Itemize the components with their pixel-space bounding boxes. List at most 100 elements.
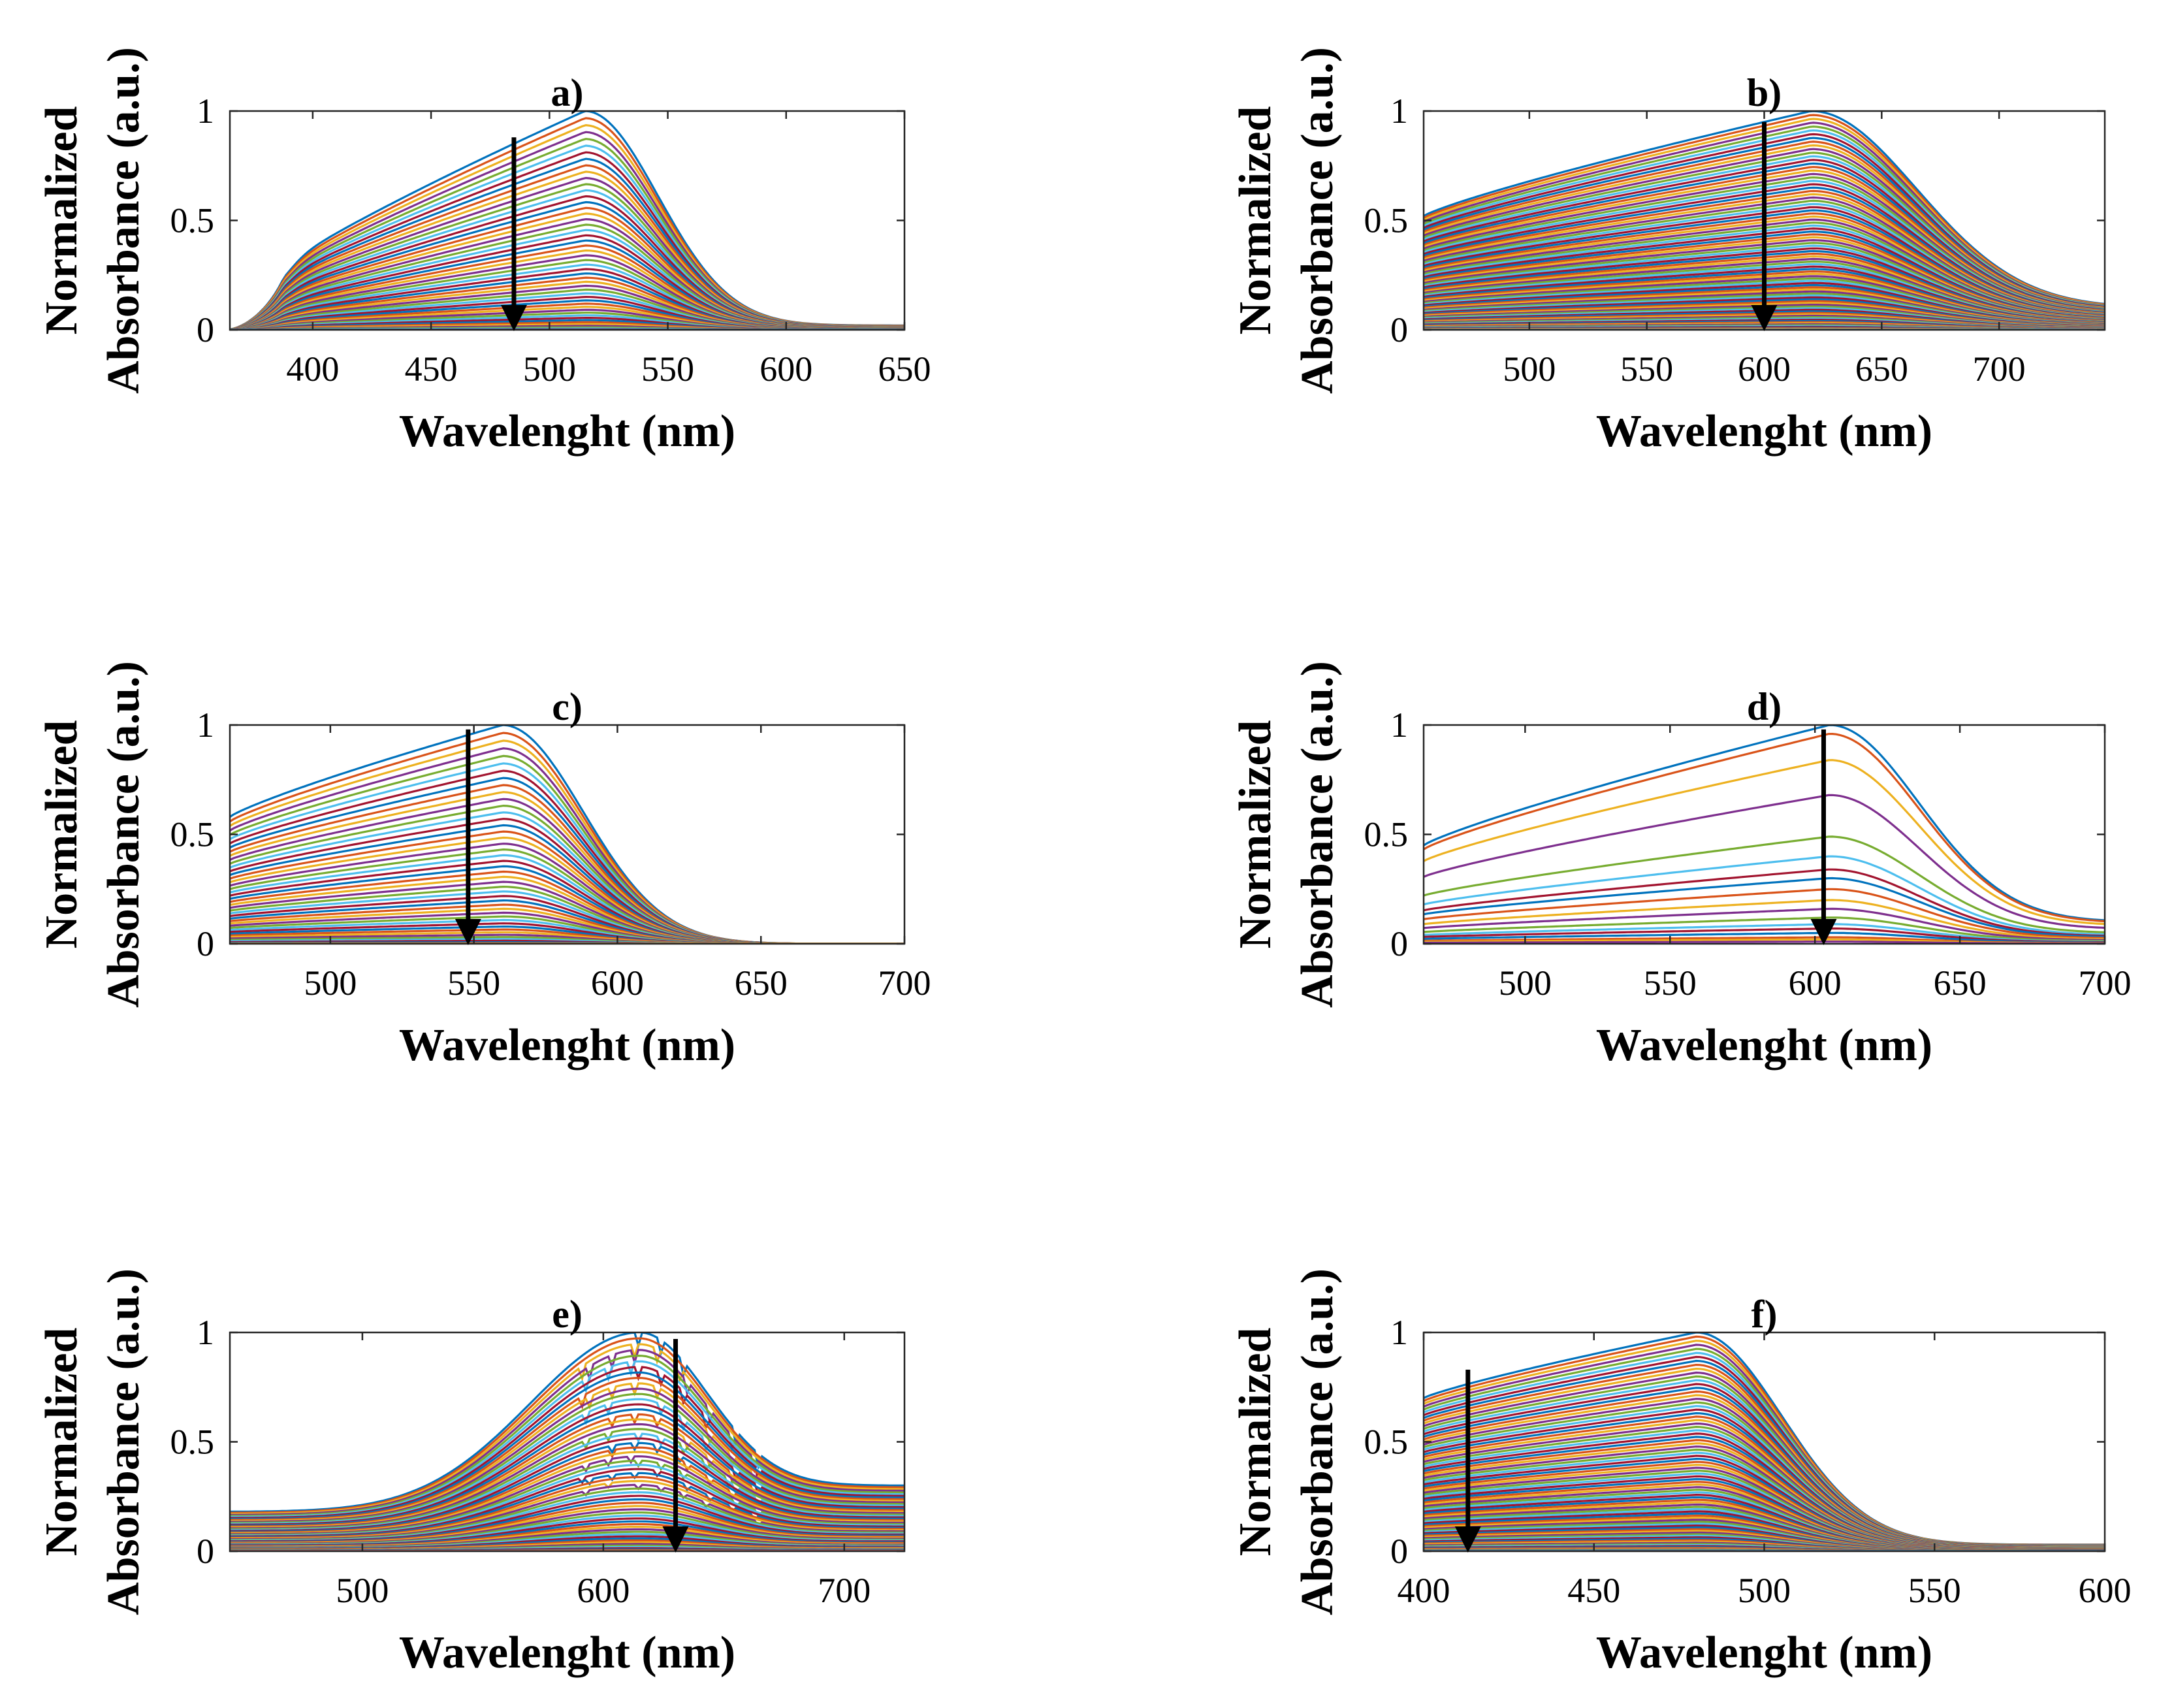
spectrum-line bbox=[230, 1382, 904, 1523]
y-axis-label-line2: Absorbance (a.u.) bbox=[99, 661, 149, 1008]
x-tick-label: 600 bbox=[577, 1571, 630, 1610]
x-axis-label: Wavelenght (nm) bbox=[1596, 1628, 1932, 1678]
spectrum-line bbox=[1424, 916, 2105, 943]
y-tick-label: 0 bbox=[1390, 1532, 1408, 1571]
x-axis-label: Wavelenght (nm) bbox=[1596, 406, 1932, 457]
y-axis-label-line1: Normalized bbox=[37, 106, 87, 334]
panel-title: f) bbox=[1751, 1293, 1778, 1336]
x-tick-label: 600 bbox=[760, 349, 812, 389]
y-tick-label: 0.5 bbox=[170, 201, 215, 240]
y-axis-label-line2: Absorbance (a.u.) bbox=[99, 1268, 149, 1615]
x-tick-label: 400 bbox=[1398, 1571, 1450, 1610]
spectrum-line bbox=[1424, 931, 2105, 944]
y-tick-label: 1 bbox=[1390, 1313, 1408, 1352]
y-axis-label-line1: Normalized bbox=[1230, 106, 1281, 334]
y-axis-label-line2: Absorbance (a.u.) bbox=[1292, 661, 1343, 1008]
spectrum-line bbox=[1424, 835, 2105, 933]
panel-c: 500 550 600 650 700 0 0.5 1 c) Wavelenght (nm) Nor… bbox=[37, 661, 931, 1071]
x-tick-label: 550 bbox=[1644, 963, 1697, 1003]
y-tick-label: 0.5 bbox=[1364, 201, 1409, 240]
x-tick-label: 600 bbox=[591, 963, 644, 1003]
spectrum-line bbox=[230, 1337, 904, 1514]
x-tick-label: 500 bbox=[336, 1571, 389, 1610]
x-tick-label: 550 bbox=[641, 349, 694, 389]
x-tick-label: 550 bbox=[1620, 349, 1673, 389]
spectrum-line bbox=[230, 1354, 904, 1517]
spectrum-line bbox=[1424, 759, 2105, 926]
spectrum-line bbox=[230, 922, 904, 944]
spectrum-line bbox=[1424, 923, 2105, 943]
x-tick-label: 700 bbox=[878, 963, 931, 1003]
x-axis-label: Wavelenght (nm) bbox=[399, 406, 735, 457]
y-tick-label: 0.5 bbox=[1364, 815, 1409, 854]
x-tick-label: 500 bbox=[304, 963, 357, 1003]
panel-a: 400 450 500 550 600 650 0 0.5 1 a) Wavelenght (nm)… bbox=[37, 47, 931, 457]
spectrum-line bbox=[230, 1360, 904, 1519]
x-tick-label: 600 bbox=[2079, 1571, 2132, 1610]
panel-title: c) bbox=[552, 685, 583, 728]
panel-f: 400 450 500 550 600 0 0.5 1 f) Wavelenght (nm) Nor… bbox=[1230, 1268, 2132, 1678]
y-tick-label: 0.5 bbox=[170, 1423, 215, 1462]
spectrum-line bbox=[230, 936, 904, 944]
x-axis-label: Wavelenght (nm) bbox=[399, 1020, 735, 1071]
y-axis-label-line1: Normalized bbox=[1230, 720, 1281, 948]
spectrum-line bbox=[1424, 794, 2105, 929]
trend-arrow-head bbox=[1810, 919, 1837, 945]
x-tick-label: 700 bbox=[818, 1571, 871, 1610]
y-axis-label-line2: Absorbance (a.u.) bbox=[1292, 47, 1343, 394]
spectrum-line bbox=[1424, 927, 2105, 944]
panel-title: d) bbox=[1747, 685, 1782, 728]
series-group bbox=[1424, 1332, 2105, 1551]
spectrum-line bbox=[230, 926, 904, 944]
y-tick-label: 1 bbox=[197, 1313, 214, 1352]
spectrum-line bbox=[1424, 877, 2105, 938]
x-tick-label: 500 bbox=[1499, 963, 1552, 1003]
trend-arrow-head bbox=[1454, 1526, 1481, 1553]
spectrum-line bbox=[1424, 725, 2105, 922]
x-tick-label: 650 bbox=[1934, 963, 1987, 1003]
y-tick-label: 0 bbox=[1390, 310, 1408, 349]
trend-arrow-head bbox=[1751, 305, 1778, 331]
x-tick-label: 700 bbox=[2079, 963, 2132, 1003]
x-tick-label: 700 bbox=[1973, 349, 2026, 389]
series-group bbox=[230, 111, 904, 330]
spectrum-line bbox=[1424, 907, 2105, 941]
spectrum-line bbox=[230, 1343, 904, 1515]
spectrum-line bbox=[230, 933, 904, 944]
panel-title: b) bbox=[1747, 71, 1782, 114]
panel-title: e) bbox=[552, 1293, 583, 1336]
panel-title: a) bbox=[551, 71, 584, 114]
spectrum-line bbox=[1424, 732, 2105, 922]
trend-arrow-head bbox=[500, 305, 527, 331]
y-axis-label-line1: Normalized bbox=[1230, 1327, 1281, 1556]
x-tick-label: 550 bbox=[1908, 1571, 1961, 1610]
spectrum-line bbox=[230, 928, 904, 944]
x-tick-label: 650 bbox=[878, 349, 931, 389]
x-axis-label: Wavelenght (nm) bbox=[399, 1628, 735, 1678]
y-tick-label: 0 bbox=[197, 924, 214, 963]
trend-arrow-head bbox=[455, 919, 481, 945]
y-tick-label: 1 bbox=[1390, 91, 1408, 131]
y-axis-label-line1: Normalized bbox=[37, 1327, 87, 1556]
x-tick-label: 500 bbox=[523, 349, 576, 389]
x-tick-label: 650 bbox=[1855, 349, 1908, 389]
y-tick-label: 1 bbox=[197, 91, 214, 131]
panel-b: 500 550 600 650 700 0 0.5 1 b) Wavelenght (nm) Nor… bbox=[1230, 47, 2106, 457]
x-tick-label: 550 bbox=[447, 963, 500, 1003]
spectrum-line bbox=[230, 938, 904, 944]
spectrum-line bbox=[230, 1371, 904, 1521]
spectrum-line bbox=[1424, 868, 2105, 937]
x-tick-label: 600 bbox=[1738, 349, 1791, 389]
series-group bbox=[230, 1332, 904, 1551]
x-tick-label: 400 bbox=[286, 349, 339, 389]
y-tick-label: 1 bbox=[1390, 705, 1408, 745]
x-tick-label: 450 bbox=[405, 349, 458, 389]
y-tick-label: 0.5 bbox=[170, 815, 215, 854]
y-axis-label-line2: Absorbance (a.u.) bbox=[99, 47, 149, 394]
spectrum-line bbox=[230, 931, 904, 944]
x-tick-label: 500 bbox=[1503, 349, 1556, 389]
panel-e: 500 600 700 0 0.5 1 e) Wavelenght (nm) Normalize… bbox=[37, 1268, 906, 1678]
spectrum-line bbox=[1424, 899, 2105, 941]
x-axis-label: Wavelenght (nm) bbox=[1596, 1020, 1932, 1071]
